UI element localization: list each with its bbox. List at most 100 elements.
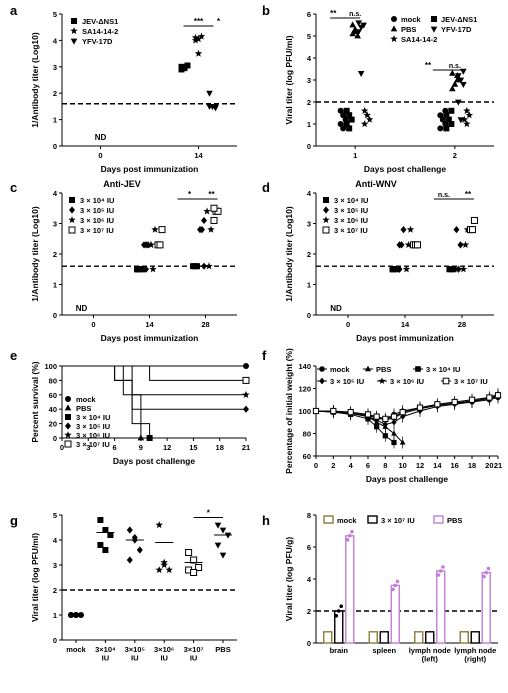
legend-label: 3 × 10⁵ IU — [330, 377, 364, 386]
legend-marker — [70, 27, 78, 35]
y-axis-title: Percentage of initial weight (%) — [284, 348, 294, 474]
y-tick-label: 1 — [53, 116, 57, 125]
data-point — [97, 542, 104, 548]
data-point — [68, 612, 74, 618]
bar — [345, 535, 355, 644]
y-tick-label: 1 — [53, 611, 57, 620]
data-point — [351, 28, 359, 34]
data-point — [396, 265, 403, 273]
data-point — [450, 266, 457, 273]
bar — [436, 570, 446, 644]
data-point — [207, 225, 215, 233]
data-point — [219, 527, 227, 534]
legend-marker — [390, 35, 398, 43]
legend-label: PBS — [401, 25, 416, 34]
legend-marker — [415, 366, 421, 372]
legend-label: 3 × 10⁷ IU — [80, 226, 114, 235]
x-tick-label: 3×10⁵ IU — [125, 645, 146, 663]
data-point — [156, 241, 164, 249]
data-point — [243, 363, 249, 369]
significance-label: * — [188, 190, 192, 199]
x-tick-label: 0 — [60, 443, 64, 452]
panel-h: 0 2 4 6 8 Viral titer (log PFU/g) h brain spleen… — [262, 511, 498, 664]
data-point — [190, 569, 198, 576]
data-point — [451, 398, 458, 406]
data-point — [102, 547, 109, 553]
y-axis-title: Percent survival (%) — [30, 361, 40, 442]
significance-label: ** — [208, 190, 215, 199]
data-point — [360, 120, 369, 128]
bar — [414, 631, 424, 644]
legend-label: 3 × 10⁵ IU — [334, 206, 368, 215]
panel-letter: b — [262, 3, 270, 18]
data-point — [184, 62, 191, 69]
x-tick-label: 3×10⁶ IU — [154, 645, 174, 663]
legend-label: 3 × 10⁶ IU — [76, 431, 110, 440]
x-axis-title: Days post challenge — [366, 474, 448, 484]
data-point — [363, 111, 371, 119]
bar — [379, 631, 389, 644]
x-tick-label: 6 — [366, 461, 370, 470]
y-tick-label: 6 — [307, 10, 311, 19]
data-point — [210, 216, 218, 224]
y-axis-title: Viral titer (log PFU/g) — [284, 537, 294, 622]
data-point — [357, 71, 365, 77]
y-tick-label: 60 — [49, 391, 57, 400]
data-point — [437, 125, 444, 132]
data-point — [197, 32, 206, 40]
data-point — [336, 609, 341, 613]
data-point — [194, 35, 203, 43]
bar — [425, 631, 435, 644]
data-point — [396, 241, 403, 249]
data-point — [463, 106, 471, 114]
y-tick-label: 5 — [53, 10, 57, 19]
data-point — [224, 532, 232, 539]
legend-label: PBS — [447, 516, 462, 525]
legend-marker — [68, 226, 76, 234]
data-point — [470, 216, 478, 224]
data-point — [346, 112, 353, 119]
bar — [459, 631, 469, 644]
legend-marker — [64, 404, 72, 411]
x-tick-label: 18 — [216, 443, 224, 452]
data-point — [461, 240, 470, 249]
data-point — [465, 111, 474, 119]
x-axis-title: Days post challenge — [113, 456, 195, 466]
legend-swatch — [433, 515, 444, 524]
y-tick-label: 0 — [53, 434, 57, 443]
data-point — [389, 266, 396, 273]
significance-label: * — [207, 509, 211, 518]
x-tick-label: 14 — [433, 461, 442, 470]
data-point — [399, 409, 406, 416]
data-point — [416, 404, 424, 411]
data-point — [242, 390, 250, 398]
data-point — [460, 82, 467, 88]
data-point — [165, 566, 173, 574]
data-point — [243, 405, 249, 413]
data-point — [455, 265, 462, 273]
legend-marker — [364, 365, 372, 372]
data-point — [468, 396, 476, 403]
data-point — [414, 241, 421, 249]
y-axis-title: 1/Antibody titer (Log10) — [30, 206, 40, 302]
data-point — [404, 240, 413, 249]
y-tick-label: 40 — [49, 405, 57, 414]
y-tick-label: 3 — [53, 561, 57, 570]
x-axis-title: Days post immunization — [101, 333, 199, 343]
data-point — [73, 612, 79, 618]
nd-label: ND — [330, 304, 342, 313]
data-point — [345, 538, 350, 542]
panel-letter: d — [262, 180, 270, 195]
x-tick-label: 3×10⁷ IU — [184, 645, 204, 663]
data-point — [443, 112, 450, 119]
data-point — [468, 226, 476, 234]
y-tick-label: 80 — [303, 430, 311, 439]
data-point — [126, 556, 133, 564]
y-tick-label: 0 — [53, 636, 57, 645]
y-tick-label: 140 — [298, 362, 311, 371]
legend-marker — [65, 422, 71, 430]
x-tick-label: 14 — [401, 320, 410, 329]
data-point — [482, 574, 486, 579]
y-tick-label: 3 — [53, 63, 57, 72]
